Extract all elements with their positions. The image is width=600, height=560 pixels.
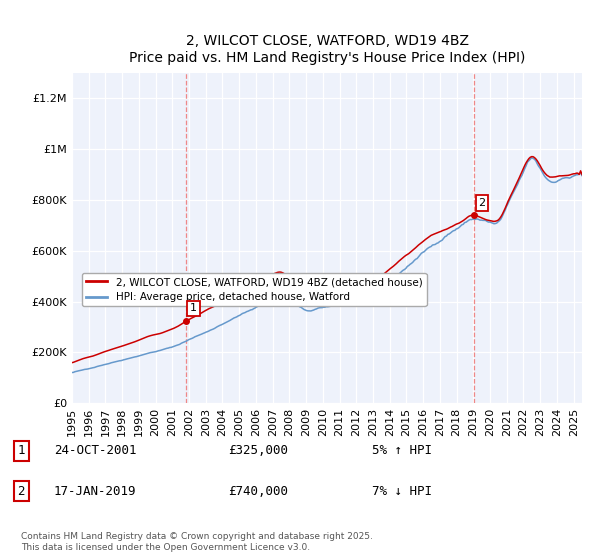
Text: 2: 2 [478,198,485,208]
Text: 7% ↓ HPI: 7% ↓ HPI [372,484,432,498]
Text: 24-OCT-2001: 24-OCT-2001 [54,444,137,458]
Text: £325,000: £325,000 [228,444,288,458]
Title: 2, WILCOT CLOSE, WATFORD, WD19 4BZ
Price paid vs. HM Land Registry's House Price: 2, WILCOT CLOSE, WATFORD, WD19 4BZ Price… [129,35,525,65]
Text: 17-JAN-2019: 17-JAN-2019 [54,484,137,498]
Text: £740,000: £740,000 [228,484,288,498]
Text: 1: 1 [17,444,25,458]
Text: 1: 1 [190,304,197,314]
Text: 5% ↑ HPI: 5% ↑ HPI [372,444,432,458]
Legend: 2, WILCOT CLOSE, WATFORD, WD19 4BZ (detached house), HPI: Average price, detache: 2, WILCOT CLOSE, WATFORD, WD19 4BZ (deta… [82,273,427,306]
Text: Contains HM Land Registry data © Crown copyright and database right 2025.
This d: Contains HM Land Registry data © Crown c… [21,532,373,552]
Text: 2: 2 [17,484,25,498]
